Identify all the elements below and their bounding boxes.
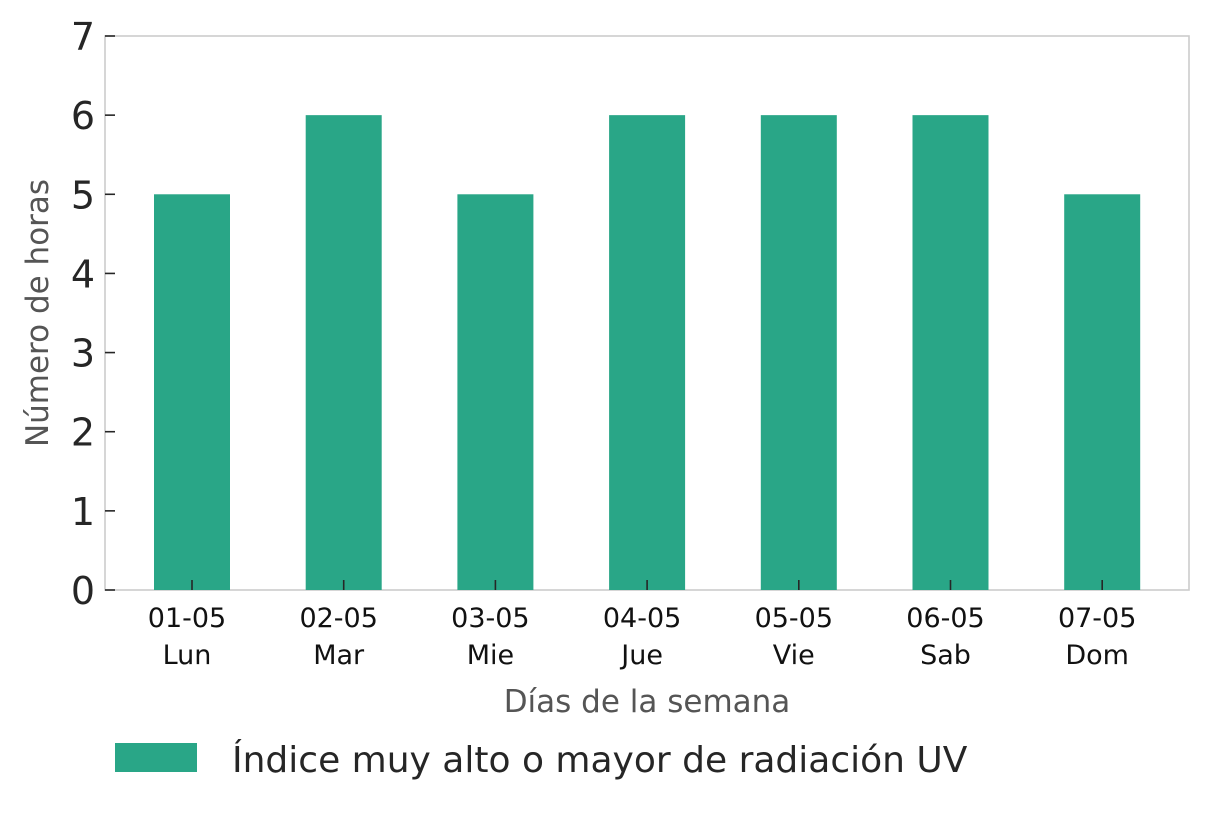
legend: Índice muy alto o mayor de radiación UV bbox=[115, 739, 968, 781]
bar bbox=[154, 194, 230, 591]
x-tick-label-day: Jue bbox=[619, 640, 663, 671]
y-tick-label: 3 bbox=[71, 332, 95, 376]
y-tick-label: 4 bbox=[71, 252, 95, 296]
bar bbox=[609, 115, 686, 591]
legend-label: Índice muy alto o mayor de radiación UV bbox=[232, 739, 968, 781]
y-tick-label: 2 bbox=[71, 411, 95, 455]
x-tick-label-date: 01-05 bbox=[148, 603, 226, 634]
x-tick-label-date: 06-05 bbox=[906, 603, 984, 634]
bar bbox=[457, 194, 534, 591]
x-tick-label-date: 04-05 bbox=[603, 603, 681, 634]
x-tick-label-day: Mie bbox=[467, 640, 514, 671]
bar bbox=[912, 115, 989, 591]
x-tick-label-day: Dom bbox=[1065, 640, 1129, 671]
x-axis-label: Días de la semana bbox=[504, 684, 791, 720]
bar bbox=[1064, 194, 1141, 591]
bars-group bbox=[154, 115, 1141, 591]
x-axis: 01-05 Lun 02-05 Mar 03-05 Mie 04-05 Jue 05-05 Vie… bbox=[148, 580, 1136, 671]
legend-swatch bbox=[115, 743, 197, 772]
x-tick-label-day: Mar bbox=[313, 640, 365, 671]
y-tick-label: 6 bbox=[71, 94, 95, 138]
bar bbox=[305, 115, 382, 591]
y-tick-label: 5 bbox=[71, 173, 95, 217]
y-tick-label: 0 bbox=[71, 569, 95, 613]
bar bbox=[760, 115, 837, 591]
y-axis: 0 1 2 3 4 5 6 7 bbox=[71, 15, 115, 613]
x-tick-label-date: 02-05 bbox=[299, 603, 377, 634]
y-tick-label: 1 bbox=[71, 490, 95, 534]
x-tick-label-date: 07-05 bbox=[1058, 603, 1136, 634]
y-tick-label: 7 bbox=[71, 15, 95, 59]
x-tick-label-date: 05-05 bbox=[755, 603, 833, 634]
x-tick-label-day: Sab bbox=[920, 640, 971, 671]
x-tick-label-date: 03-05 bbox=[451, 603, 529, 634]
y-axis-label: Número de horas bbox=[20, 179, 56, 447]
x-tick-label-day: Vie bbox=[773, 640, 815, 671]
x-tick-label-day: Lun bbox=[163, 640, 212, 671]
